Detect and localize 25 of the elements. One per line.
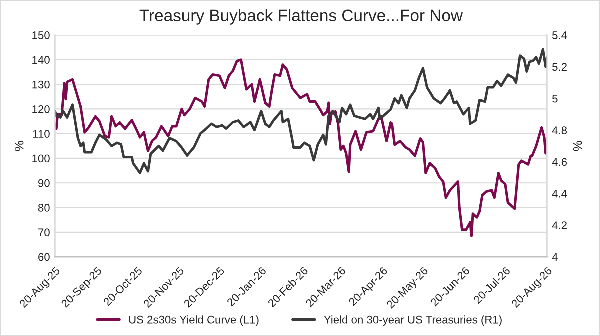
y2-tick-label: 5 [552,95,558,103]
y-tick-label: 70 [38,228,50,237]
y-axis-title: % [14,141,24,152]
y-tick-label: 80 [38,204,50,212]
y2-tick-label: 4 [552,253,558,262]
y2-tick-label: 4.4 [552,190,568,198]
chart-title: Treasury Buyback Flattens Curve...For Now [140,9,464,25]
y2-tick-label: 4.2 [552,222,567,230]
y-tick-label: 140 [32,56,50,64]
line-series [55,58,548,238]
legend-label: Yield on 30-year US Treasuries (R1) [324,316,502,326]
y-tick-label: 100 [32,154,50,163]
y-tick-label: 60 [38,253,50,262]
y-tick-label: 130 [32,80,50,89]
y2-tick-label: 4.6 [552,158,568,166]
line-series [55,48,548,174]
y-tick-label: 110 [33,130,50,138]
y2-axis-title: % [573,141,582,152]
y-tick-label: 120 [32,105,50,114]
y-tick-label: 90 [38,179,50,188]
y2-tick-label: 5.4 [552,32,568,40]
y2-tick-label: 4.8 [552,126,568,134]
y2-tick-label: 5.2 [552,63,567,72]
y-tick-label: 150 [32,32,50,40]
legend-label: US 2s30s Yield Curve (L1) [129,316,259,326]
